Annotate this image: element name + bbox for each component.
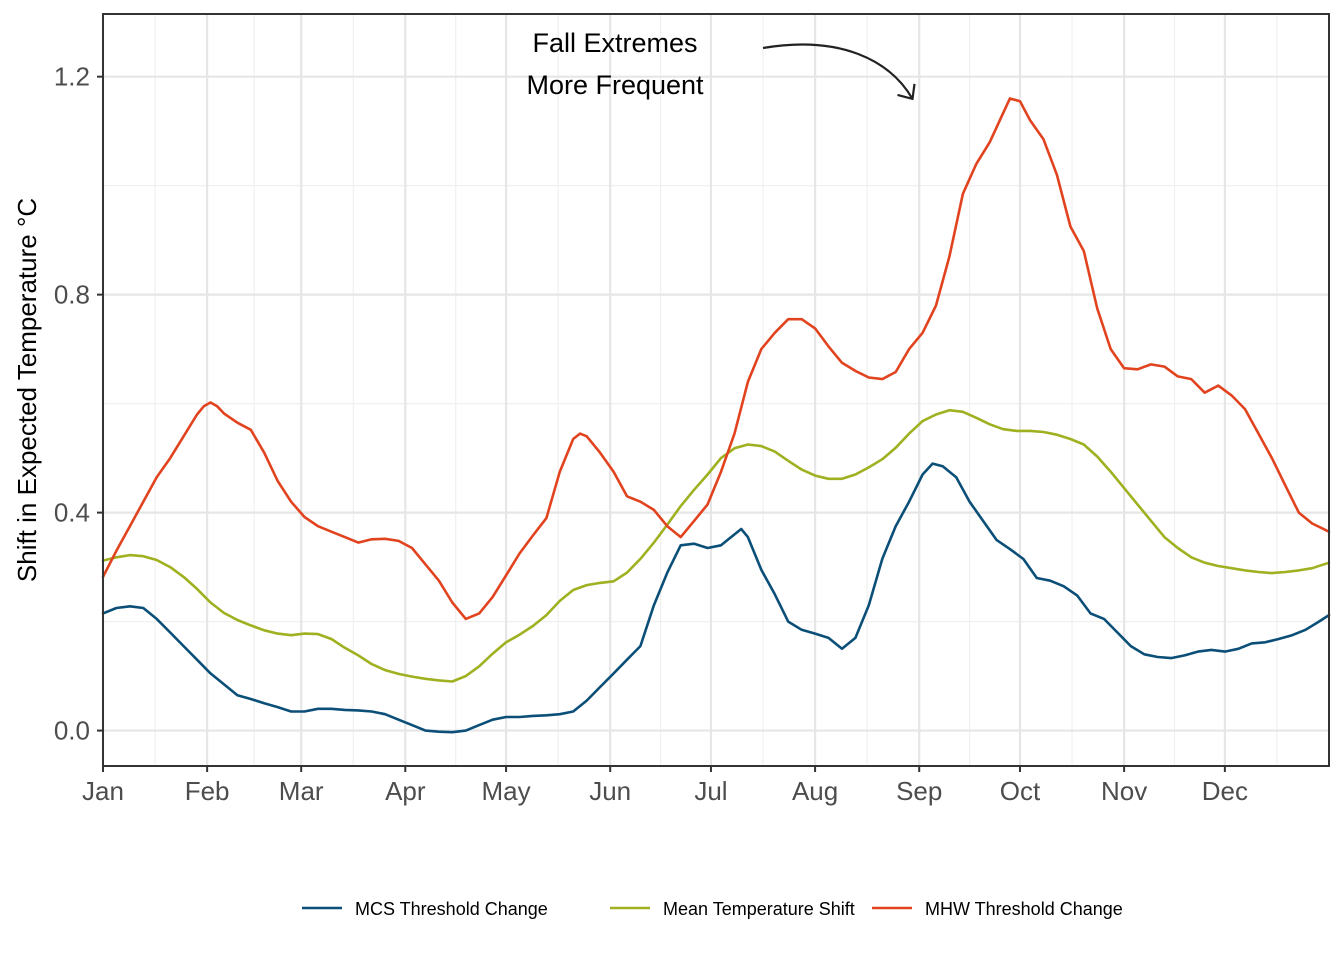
x-tick-label: Nov [1101, 776, 1147, 806]
series-line-1 [101, 408, 1331, 683]
x-tick-label: Apr [385, 776, 426, 806]
axes: Jan Feb Mar Apr May Jun Jul Aug Sep Oct Nov Dec 0.0 0… [54, 62, 1248, 806]
x-tick-label: Oct [1000, 776, 1041, 806]
legend: MCS Threshold Change Mean Temperature Shi… [302, 899, 1123, 919]
x-tick-label: Sep [896, 776, 942, 806]
y-tick-label: 1.2 [54, 62, 90, 92]
annotation-line-2: More Frequent [526, 70, 704, 100]
x-tick-label: Jun [589, 776, 631, 806]
y-axis-title: Shift in Expected Temperature °C [12, 198, 42, 582]
x-tick-label: Feb [185, 776, 230, 806]
annotation-arrowhead [897, 83, 916, 101]
legend-label-0: MCS Threshold Change [355, 899, 548, 919]
x-tick-label: Aug [792, 776, 838, 806]
series-line-2 [101, 97, 1331, 621]
x-tick-label: Mar [279, 776, 324, 806]
x-tick-label: Jan [82, 776, 124, 806]
annotation-line-1: Fall Extremes [532, 28, 697, 58]
grid [101, 14, 1329, 766]
legend-label-2: MHW Threshold Change [925, 899, 1123, 919]
legend-label-1: Mean Temperature Shift [663, 899, 855, 919]
x-tick-label: Dec [1202, 776, 1248, 806]
y-tick-label: 0.8 [54, 280, 90, 310]
annotation: Fall Extremes More Frequent [526, 28, 916, 101]
series-line-0 [101, 462, 1331, 734]
panel-border [102, 13, 1330, 767]
x-tick-label: Jul [694, 776, 727, 806]
y-tick-label: 0.4 [54, 498, 90, 528]
y-tick-label: 0.0 [54, 716, 90, 746]
annotation-arrow [762, 43, 914, 100]
x-tick-label: May [482, 776, 531, 806]
series-lines [101, 97, 1331, 734]
